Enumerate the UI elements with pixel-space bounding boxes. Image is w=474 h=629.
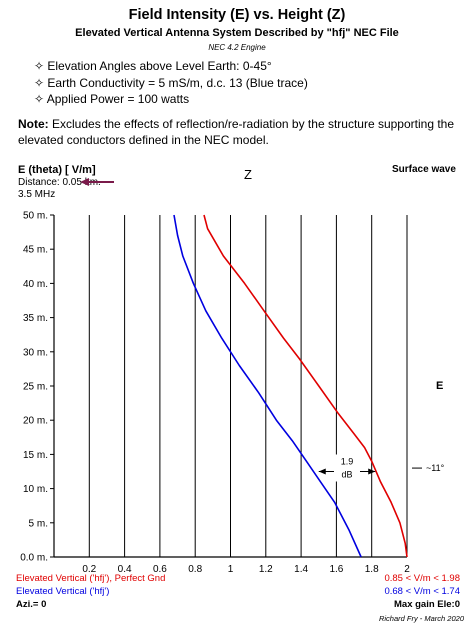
legend-blue-label: Elevated Vertical ('hfj') [16, 586, 110, 597]
chart-subtitle: Elevated Vertical Antenna System Describ… [75, 27, 399, 39]
author-credit: Richard Fry - March 2020 [378, 614, 464, 623]
y-tick-label: 40 m. [23, 279, 48, 290]
grid-layer: 0.2 0.4 0.6 0.8 1 1.2 1.4 1.6 1.8 2 0.0 m. 5 m. 10 m… [20, 211, 410, 576]
y-axis-title: E (theta) [ V/m] [18, 164, 96, 176]
distance-arrowhead [80, 178, 89, 186]
y-tick-label: 0.0 m. [20, 553, 48, 564]
series-layer [173, 214, 408, 558]
note-text: Excludes the effects of reflection/re-ra… [18, 117, 455, 147]
x-tick-label: 0.4 [118, 564, 132, 575]
x-tick-label: 0.8 [188, 564, 202, 575]
distance-label: Distance: 0.05 km. [18, 177, 101, 188]
y-tick-label: 10 m. [23, 484, 48, 495]
note-block: Note: Excludes the effects of reflection… [18, 116, 458, 148]
x-tick-label: 1.4 [294, 564, 308, 575]
legend-red-range: 0.85 < V/m < 1.98 [384, 573, 460, 584]
series-line-real-ground [173, 214, 362, 558]
y-tick-label: 15 m. [23, 450, 48, 461]
max-gain-label: Max gain Ele:0 [394, 599, 460, 610]
y-tick-label: 20 m. [23, 416, 48, 427]
note-label: Note: [18, 117, 49, 131]
x-tick-label: 1.6 [329, 564, 343, 575]
x-tick-label: 0.6 [153, 564, 167, 575]
x-tick-label: 2 [404, 564, 410, 575]
difference-arrowhead-left [318, 468, 326, 475]
z-axis-label: Z [244, 167, 252, 182]
azimuth-label: Azi.= 0 [16, 599, 47, 610]
difference-value-label: 1.9 [341, 457, 354, 467]
legend-red-label: Elevated Vertical ('hfj'), Perfect Gnd [16, 573, 166, 584]
y-tick-label: 30 m. [23, 347, 48, 358]
frequency-label: 3.5 MHz [18, 189, 56, 200]
legend-blue-range: 0.68 < V/m < 1.74 [384, 586, 460, 597]
e-axis-label: E [436, 380, 444, 392]
annotation-layer: 1.9 dB ~11° [80, 178, 445, 482]
angle-label: ~11° [426, 463, 445, 473]
series-line-perfect-ground [203, 214, 408, 558]
y-tick-label: 35 m. [23, 313, 48, 324]
bullet-list: ✧ Elevation Angles above Level Earth: 0-… [34, 58, 308, 108]
x-tick-label: 0.2 [82, 564, 96, 575]
y-tick-label: 50 m. [23, 211, 48, 222]
engine-label: NEC 4.2 Engine [208, 43, 266, 52]
x-tick-label: 1 [228, 564, 234, 575]
surface-wave-label: Surface wave [392, 164, 456, 175]
difference-label-bg [333, 454, 360, 482]
x-tick-label: 1.8 [365, 564, 379, 575]
bullet-elevation: ✧ Elevation Angles above Level Earth: 0-… [34, 59, 272, 73]
y-tick-label: 45 m. [23, 245, 48, 256]
y-tick-label: 25 m. [23, 382, 48, 393]
chart-title: Field Intensity (E) vs. Height (Z) [128, 7, 346, 23]
bullet-power: ✧ Applied Power = 100 watts [34, 92, 190, 106]
x-tick-label: 1.2 [259, 564, 273, 575]
y-tick-label: 5 m. [29, 518, 48, 529]
bullet-conductivity: ✧ Earth Conductivity = 5 mS/m, d.c. 13 (… [34, 75, 308, 90]
difference-arrowhead-right [368, 468, 376, 475]
difference-unit-label: dB [341, 470, 352, 480]
